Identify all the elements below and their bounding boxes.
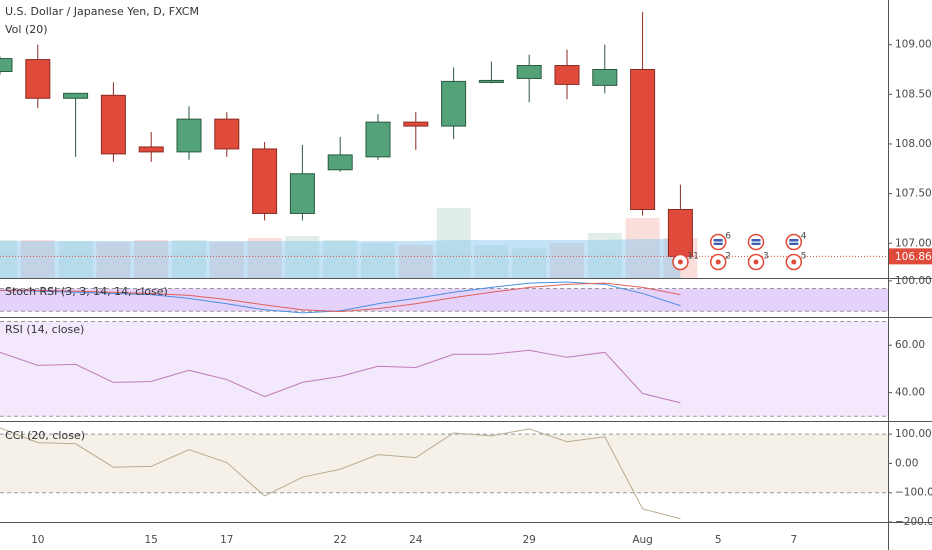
y-tick-label: 109.000 [895,39,932,51]
y-tick-label: 60.00 [895,339,925,351]
indicator-line [0,349,681,404]
candle-body [176,118,202,153]
flag-stripe [751,241,761,243]
band-fill [0,321,888,417]
y-tick-label: 100.00 [895,275,932,287]
candle-body [667,208,693,257]
indicator-line [0,282,681,313]
x-tick-label: 10 [31,534,44,546]
cci-title: CCI (20, close) [5,429,85,442]
x-tick-label: 5 [715,534,722,546]
flag-stripe [713,241,723,243]
y-tick-label: 107.500 [895,188,932,200]
pane [0,11,698,278]
event-icon: 6 [709,232,731,251]
chart-title: U.S. Dollar / Japanese Yen, D, FXCM [5,5,199,18]
event-icon: 5 [785,252,807,271]
y-tick-label: 108.500 [895,88,932,100]
candle-body [365,121,391,158]
event-label: 5 [801,252,807,262]
y-tick-label: −100.00 [895,487,932,499]
band-fill [0,288,888,312]
y-tick-label: 40.00 [895,387,925,399]
pane [0,427,888,520]
pane [0,321,888,417]
event-dot [677,259,683,265]
candle-body [554,65,580,85]
candle-body [516,65,542,79]
event-icon: 2 [709,252,731,271]
event-dot [753,259,759,265]
event-label: 2 [725,252,731,262]
event-dot [791,259,797,265]
candle-body [592,69,618,86]
x-tick-label: 15 [145,534,158,546]
candle-body [0,58,13,72]
candle-body [289,173,315,214]
x-tick-label: 17 [220,534,233,546]
stoch-title: Stoch RSI (3, 3, 14, 14, close) [5,285,168,298]
indicator-line [0,427,681,520]
volume-ma-area [0,239,681,278]
candle-body [403,121,429,127]
y-tick-label: 100.00 [895,428,932,440]
candle-body [63,92,89,99]
event-icon: 4 [785,232,807,251]
candle-body [252,148,278,214]
candle-body [100,94,126,155]
layers: 107.000107.500108.000108.500109.000100.0… [0,11,932,546]
pane [0,281,888,314]
last-price-box [889,248,932,265]
candle-body [478,79,504,83]
event-icon: 11 [672,252,699,271]
candle-body [138,146,164,153]
rsi-title: RSI (14, close) [5,323,84,336]
candle-body [630,69,656,210]
band-fill [0,434,888,493]
last-price-label: 106.868 [895,251,932,263]
x-tick-label: 22 [334,534,347,546]
event-icon: 3 [747,252,769,271]
candle-body [214,118,240,150]
event-label: 6 [725,232,731,242]
indicator-line [0,281,681,314]
x-tick-label: Aug [632,534,653,546]
candle-body [327,154,353,171]
y-tick-label: 108.000 [895,138,932,150]
volume-title: Vol (20) [5,23,48,36]
x-tick-label: 24 [409,534,423,546]
x-tick-label: 29 [523,534,536,546]
candle-body [25,59,51,99]
event-label: 3 [763,252,769,262]
event-label: 11 [687,252,698,262]
y-tick-label: 107.000 [895,237,932,249]
event-dot [715,259,721,265]
flag-stripe [789,241,799,243]
y-tick-label: 0.00 [895,457,918,469]
event-icon-static [747,233,765,251]
candle-body [441,80,467,127]
x-tick-label: 7 [790,534,797,546]
event-label: 4 [801,232,807,242]
